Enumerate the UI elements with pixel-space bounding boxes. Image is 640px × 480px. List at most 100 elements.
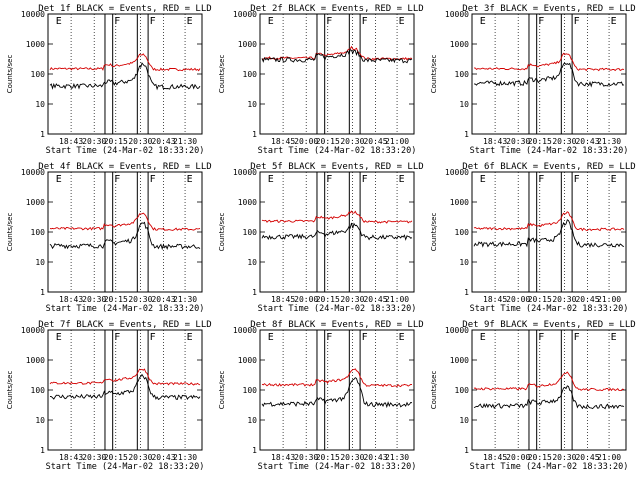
panel-8-xtick-label: 20:30 [294, 453, 318, 462]
panel-6-ytick-label: 100 [455, 228, 470, 237]
panel-9-frame [471, 329, 627, 451]
panel-2-marker-letter: E [268, 16, 274, 27]
panel-3-xtick-label: 20:43 [575, 137, 599, 146]
panel-9-ytick-label: 1 [464, 446, 469, 455]
panel-3-marker-letter: E [480, 16, 486, 27]
panel-9: Det 9f BLACK = Events, RED = LLD Counts/s… [430, 320, 636, 472]
panel-8: Det 8f BLACK = Events, RED = LLD Counts/s… [218, 320, 424, 472]
panel-7-xtick-label: 21:30 [173, 453, 197, 462]
panel-9-marker-letter: E [611, 332, 617, 343]
panel-8-ytick-label: 1 [252, 446, 257, 455]
panel-4-ytick-label: 10 [35, 258, 45, 267]
panel-8-xtick-label: 20:15 [316, 453, 340, 462]
panel-5-title: Det 5f BLACK = Events, RED = LLD [250, 162, 423, 172]
panel-9-xtick-label: 20:00 [506, 453, 530, 462]
panel-9-xlabel: Start Time (24-Mar-02 18:33:20) [470, 462, 629, 472]
panel-5-xtick-label: 20:45 [363, 295, 387, 304]
panel-8-title: Det 8f BLACK = Events, RED = LLD [250, 320, 423, 330]
panel-7-ytick-label: 1 [40, 446, 45, 455]
panel-2-ylabel: Counts/sec [218, 55, 226, 94]
panel-3: Det 3f BLACK = Events, RED = LLD Counts/s… [430, 4, 636, 156]
panel-7-xtick-label: 18:43 [59, 453, 83, 462]
panel-4-ytick-label: 1000 [26, 198, 45, 207]
panel-3-xtick-label: 18:43 [483, 137, 507, 146]
panel-8-marker-letter: F [362, 332, 368, 343]
panel-5-ytick-label: 1 [252, 288, 257, 297]
panel-3-events-series [473, 62, 625, 88]
panel-5-marker-letter: F [362, 174, 368, 185]
panel-3-marker-letter: F [538, 16, 544, 27]
panel-6-xlabel: Start Time (24-Mar-02 18:33:20) [470, 304, 629, 314]
panel-5-lld-series [261, 210, 413, 224]
panel-9-ytick-label: 100 [455, 386, 470, 395]
panel-9-events-series [473, 385, 625, 410]
panel-8-xtick-label: 21:30 [385, 453, 409, 462]
panel-7-lld-series [49, 368, 201, 386]
panel-7-ytick-label: 1000 [26, 356, 45, 365]
panel-1-xtick-label: 18:43 [59, 137, 83, 146]
panel-1-ylabel: Counts/sec [6, 55, 14, 94]
panel-3-xlabel: Start Time (24-Mar-02 18:33:20) [470, 146, 629, 156]
panel-6-lld-series [473, 211, 625, 232]
panel-2-marker-letter: E [399, 16, 405, 27]
panel-6-xtick-label: 18:45 [483, 295, 507, 304]
panel-4: Det 4f BLACK = Events, RED = LLD Counts/s… [6, 162, 212, 314]
panel-8-ylabel: Counts/sec [218, 371, 226, 410]
panel-1-events-series [49, 62, 201, 91]
panel-7-marker-letter: F [150, 332, 156, 343]
panel-7-ylabel: Counts/sec [6, 371, 14, 410]
panel-9-title: Det 9f BLACK = Events, RED = LLD [462, 320, 635, 330]
panel-3-marker-letter: F [574, 16, 580, 27]
panel-1-ytick-label: 1 [40, 130, 45, 139]
panel-6-ytick-label: 1000 [450, 198, 469, 207]
panel-2-marker-letter: F [362, 16, 368, 27]
panel-1-marker-letter: E [187, 16, 193, 27]
panel-3-xtick-label: 20:30 [506, 137, 530, 146]
panel-5-xtick-label: 18:45 [271, 295, 295, 304]
panel-6-xtick-label: 20:15 [528, 295, 552, 304]
panel-2-lld-series [261, 45, 413, 61]
panel-2-ytick-label: 10000 [233, 10, 257, 19]
panel-6-marker-letter: F [538, 174, 544, 185]
panel-6-ylabel: Counts/sec [430, 213, 438, 252]
panel-4-xtick-label: 20:30 [82, 295, 106, 304]
panel-5-frame [259, 171, 415, 293]
panel-5-marker-letter: F [326, 174, 332, 185]
panel-9-xtick-label: 21:00 [597, 453, 621, 462]
panel-4-xtick-label: 20:43 [151, 295, 175, 304]
panel-2-frame [259, 13, 415, 135]
panel-5-ytick-label: 1000 [238, 198, 257, 207]
panel-5: Det 5f BLACK = Events, RED = LLD Counts/s… [218, 162, 424, 314]
panel-4-title: Det 4f BLACK = Events, RED = LLD [38, 162, 211, 172]
panel-2-xtick-label: 20:30 [340, 137, 364, 146]
panel-8-marker-letter: E [399, 332, 405, 343]
panel-3-ytick-label: 1 [464, 130, 469, 139]
panel-3-lld-series [473, 52, 625, 72]
panel-9-ytick-label: 1000 [450, 356, 469, 365]
panel-4-ylabel: Counts/sec [6, 213, 14, 252]
panel-2: Det 2f BLACK = Events, RED = LLD Counts/s… [218, 4, 424, 156]
panel-8-frame [259, 329, 415, 451]
panel-2-ytick-label: 1000 [238, 40, 257, 49]
panel-4-xtick-label: 18:43 [59, 295, 83, 304]
panel-7-marker-letter: E [187, 332, 193, 343]
panel-2-xtick-label: 18:45 [271, 137, 295, 146]
panel-8-events-series [261, 377, 413, 409]
panel-4-lld-series [49, 212, 201, 231]
panel-4-frame [47, 171, 203, 293]
panel-7-title: Det 7f BLACK = Events, RED = LLD [38, 320, 211, 330]
panel-4-xlabel: Start Time (24-Mar-02 18:33:20) [46, 304, 205, 314]
panel-7-ytick-label: 10000 [21, 326, 45, 335]
panel-1-ytick-label: 10 [35, 100, 45, 109]
panel-5-ytick-label: 100 [243, 228, 258, 237]
panel-3-ylabel: Counts/sec [430, 55, 438, 94]
panel-7-xtick-label: 20:30 [82, 453, 106, 462]
panel-2-ytick-label: 10 [247, 100, 257, 109]
panel-2-xtick-label: 20:00 [294, 137, 318, 146]
panel-9-lld-series [473, 371, 625, 392]
panel-1: Det 1f BLACK = Events, RED = LLD Counts/s… [6, 4, 212, 156]
panel-6: Det 6f BLACK = Events, RED = LLD Counts/s… [430, 162, 636, 314]
panel-1-title: Det 1f BLACK = Events, RED = LLD [38, 4, 211, 14]
panel-4-ytick-label: 10000 [21, 168, 45, 177]
panel-8-marker-letter: E [268, 332, 274, 343]
